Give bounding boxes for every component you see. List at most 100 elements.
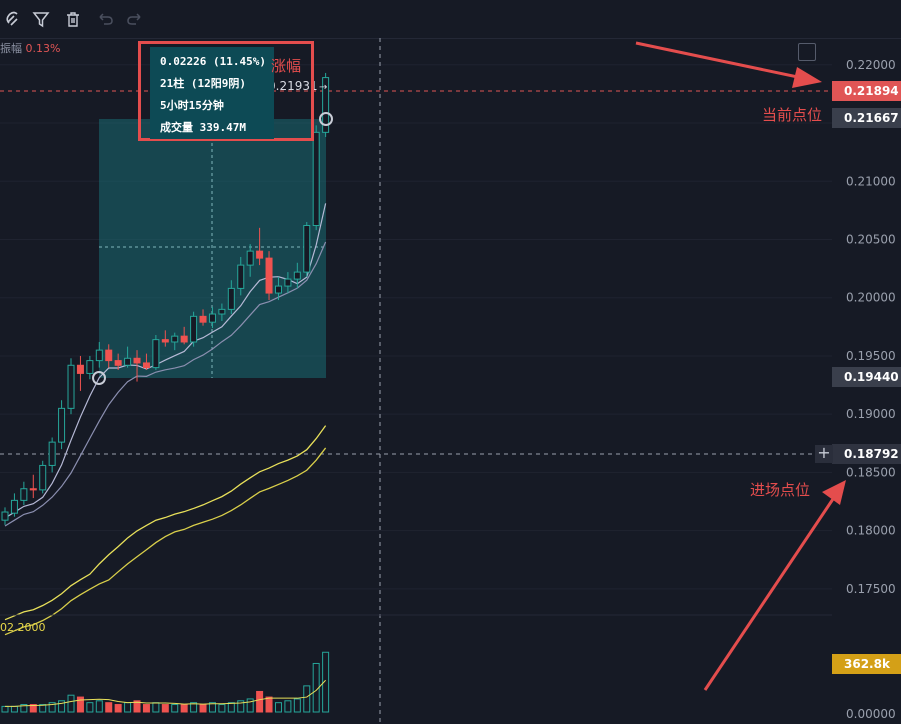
candle-down: [256, 250, 264, 259]
volume-bar: [218, 704, 226, 713]
volume-bar: [114, 704, 122, 713]
candle-up: [208, 313, 216, 323]
volume-bar: [190, 702, 198, 713]
price-tick-label: 0.20000: [846, 291, 896, 305]
trash-icon[interactable]: [62, 8, 84, 30]
volume-bar: [124, 702, 132, 713]
candle-up: [58, 407, 66, 443]
price-chart[interactable]: 0.220000.215000.210000.205000.200000.195…: [0, 38, 901, 724]
volume-bar: [76, 696, 84, 713]
volume-bar: [199, 704, 207, 713]
candle-high-label: 0.21931: [268, 79, 318, 93]
volume-bar: [303, 685, 311, 713]
candle-down: [199, 315, 207, 323]
expand-icon[interactable]: [798, 43, 816, 61]
price-axis: 0.220000.215000.210000.205000.200000.195…: [846, 58, 896, 721]
volume-bar: [142, 704, 150, 713]
volume-bar: [67, 694, 75, 713]
ma-slow-line: [4, 425, 327, 621]
candle-up: [227, 287, 235, 310]
volume-bar: [48, 702, 56, 713]
measure-info-panel: 0.02226 (11.45%) 21柱 (12阳9阴) 5小时15分钟 成交量…: [150, 47, 274, 139]
redo-icon[interactable]: [124, 8, 146, 30]
filter-icon[interactable]: [30, 8, 52, 30]
candles: [1, 72, 330, 525]
measure-highlight-box: [138, 41, 314, 141]
candle-up: [218, 308, 226, 315]
volume-bar: [10, 705, 18, 713]
measure-change: 0.02226 (11.45%): [160, 55, 266, 68]
amplitude-value: 0.13%: [25, 42, 61, 55]
volume-bar: [58, 700, 66, 713]
candle-up: [284, 278, 292, 287]
volume-bar: [39, 704, 47, 713]
ma-mid-line: [4, 241, 327, 527]
candle-up: [67, 364, 75, 409]
price-tick-label: 0.18500: [846, 465, 896, 479]
volume-bar: [29, 704, 37, 713]
volume-bar: [180, 704, 188, 713]
annotation-arrow-current: [635, 41, 813, 82]
volume-bar: [105, 702, 113, 713]
candle-down: [142, 362, 150, 369]
measure-end-point: [319, 112, 333, 126]
volume-ma-line: [5, 679, 326, 707]
price-tick-label: 0.20500: [846, 232, 896, 246]
volume-bar: [86, 702, 94, 713]
candle-down: [114, 360, 122, 366]
price-tick-label: 0.17500: [846, 582, 896, 596]
volume-bar: [133, 700, 141, 713]
measure-bars: 21柱 (12阳9阴): [160, 77, 246, 90]
upper-price-tag: 0.21667: [832, 108, 901, 128]
price-tick-label: 0.18000: [846, 524, 896, 538]
volume-bar: [20, 704, 28, 713]
volume-value-tag: 362.8k: [832, 654, 901, 674]
candle-up: [95, 349, 103, 362]
price-tick-label: 0.19000: [846, 407, 896, 421]
undo-icon[interactable]: [94, 8, 116, 30]
volume-bar: [265, 696, 273, 713]
candle-up: [48, 441, 56, 466]
candle-up: [190, 315, 198, 343]
magnet-icon[interactable]: [2, 8, 24, 30]
volume-bar: [322, 651, 330, 713]
candle-down: [161, 339, 169, 343]
volume-bars: [1, 651, 330, 713]
measure-start-point: [92, 371, 106, 385]
volume-bar: [171, 704, 179, 713]
volume-indicator-value: 02.2000: [0, 621, 46, 634]
crosshair-price-tag: 0.18792: [832, 444, 901, 464]
rise-annotation: 涨幅: [271, 57, 302, 75]
volume-bar: [274, 702, 282, 713]
candle-up: [86, 360, 94, 374]
candle-up: [39, 464, 47, 491]
candle-up: [246, 250, 254, 266]
chart-toolbar: [0, 0, 901, 39]
volume-bar: [237, 700, 245, 713]
measure-duration: 5小时15分钟: [160, 99, 224, 112]
volume-tick-label: 0.00000: [846, 707, 896, 721]
volume-bar: [95, 700, 103, 713]
volume-bar: [256, 690, 264, 713]
price-tick-label: 0.22000: [846, 58, 896, 72]
candle-up: [152, 339, 160, 369]
add-crosshair-button[interactable]: +: [815, 445, 833, 463]
annotation-arrowhead-current: [792, 67, 822, 88]
entry-price-annotation: 进场点位: [750, 481, 811, 499]
candle-down: [29, 488, 37, 491]
candle-up: [171, 335, 179, 343]
lower-price-tag: 0.19440: [832, 367, 901, 387]
candle-up: [20, 488, 28, 501]
candle-up: [322, 77, 330, 133]
current-price-tag: 0.21894: [832, 81, 901, 101]
candle-up: [293, 271, 301, 280]
candle-high-arrow: →: [319, 82, 327, 93]
ma-slower-line: [4, 447, 327, 636]
candle-down: [180, 335, 188, 343]
candle-up: [1, 511, 9, 521]
candle-down: [133, 357, 141, 364]
candle-up: [124, 357, 132, 366]
candle-down: [265, 257, 273, 294]
volume-bar: [284, 700, 292, 713]
candle-down: [105, 349, 113, 362]
